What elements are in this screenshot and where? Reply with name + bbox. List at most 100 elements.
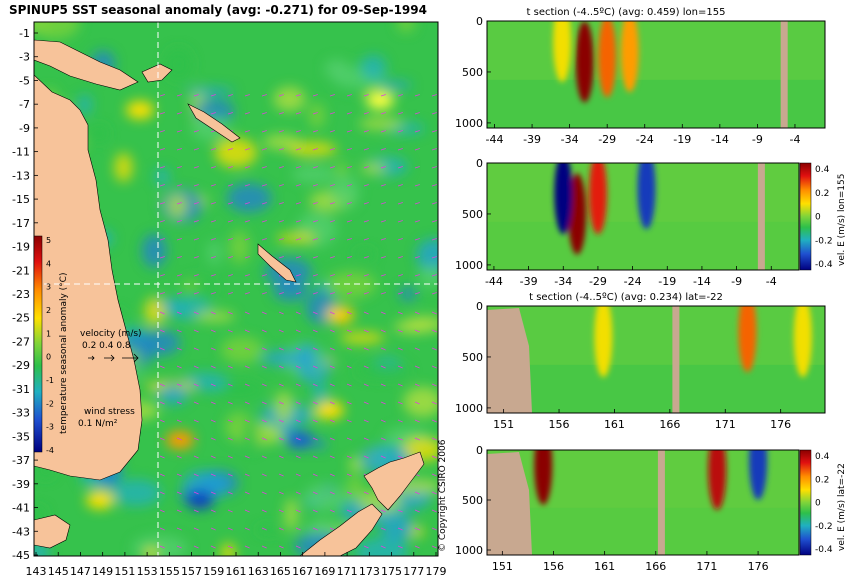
section-colorbar-tick-label: 0 (815, 213, 821, 223)
velocity-arrow (380, 130, 386, 133)
velocity-arrow (227, 292, 233, 295)
velocity-arrow (346, 473, 352, 477)
map-y-tick-label: -35 (12, 430, 30, 443)
velocity-arrow (295, 311, 301, 315)
velocity-arrow (431, 509, 437, 513)
velocity-arrow (346, 509, 352, 513)
velocity-arrow (227, 220, 233, 223)
anomaly-patch (297, 342, 317, 377)
velocity-arrow (363, 220, 369, 223)
map-y-tick-label: -1 (19, 27, 30, 40)
velocity-arrow (312, 491, 318, 495)
section-x-tick-label: -9 (731, 275, 742, 288)
velocity-arrow (397, 184, 403, 187)
velocity-arrow (278, 292, 284, 295)
velocity-arrow (244, 473, 250, 477)
velocity-arrow (159, 184, 165, 187)
velocity-arrow (431, 94, 437, 97)
velocity-arrow (312, 166, 318, 169)
section-x-tick-label: 156 (543, 560, 564, 573)
velocity-arrow (295, 329, 301, 333)
velocity-arrow (414, 94, 420, 97)
velocity-arrow (329, 202, 335, 205)
velocity-arrow (193, 184, 199, 187)
map-y-tick-label: -15 (12, 193, 30, 206)
anomaly-patch (229, 230, 250, 264)
velocity-arrow (227, 238, 233, 241)
velocity-arrow (193, 292, 199, 295)
velocity-arrow (414, 184, 420, 187)
velocity-arrow (380, 545, 386, 549)
velocity-arrow (380, 148, 386, 151)
velocity-arrow (176, 455, 182, 459)
velocity-arrow (431, 202, 437, 205)
velocity-arrow (227, 184, 233, 187)
map-y-tick-label: -41 (12, 502, 30, 515)
map-y-tick-label: -45 (12, 549, 30, 562)
velocity-arrow (244, 329, 250, 333)
velocity-arrow (346, 455, 352, 459)
velocity-arrow (329, 365, 335, 369)
velocity-arrow (176, 220, 182, 223)
velocity-arrow (261, 509, 267, 513)
velocity-arrow (431, 365, 437, 369)
velocity-arrow (176, 545, 182, 549)
velocity-arrow (397, 365, 403, 369)
section-y-tick-label: 500 (462, 351, 483, 364)
velocity-arrow (329, 329, 335, 333)
velocity-arrow (227, 473, 233, 477)
velocity-arrow (159, 238, 165, 241)
velocity-arrow (295, 365, 301, 369)
tasmania-land (34, 514, 71, 549)
velocity-arrow (431, 274, 437, 277)
map-x-tick-label: 179 (426, 565, 447, 578)
velocity-arrow (278, 238, 284, 241)
colorbar-ticks: 5 4 3 2 1 0 -1 -2 -3 -4 (46, 236, 54, 455)
velocity-arrow (346, 220, 352, 223)
anomaly-patch (166, 193, 188, 219)
velocity-arrow (159, 292, 165, 295)
velocity-arrow (363, 94, 369, 97)
velocity-arrow (431, 473, 437, 477)
anomaly-patch (313, 438, 327, 450)
velocity-arrow (346, 365, 352, 369)
velocity-arrow (431, 311, 437, 315)
velocity-arrow (193, 419, 199, 423)
map-panel: SPINUP5 SST seasonal anomaly (avg: -0.27… (9, 3, 448, 578)
section-colorbar-tick-label: 0.4 (815, 452, 830, 462)
velocity-arrow (210, 527, 216, 531)
anomaly-patch (324, 59, 350, 79)
velocity-arrow (397, 148, 403, 151)
velocity-arrow (210, 437, 216, 441)
velocity-arrow (397, 347, 403, 351)
section-x-tick-label: 166 (659, 418, 680, 431)
velocity-arrow (414, 202, 420, 205)
velocity-arrow (431, 112, 437, 115)
velocity-arrow (176, 184, 182, 187)
section-hotspot (620, 21, 639, 93)
colorbar-tick-label: -2 (46, 399, 54, 408)
velocity-arrow (244, 545, 250, 549)
velocity-arrow (176, 401, 182, 405)
velocity-legend-scale: 0.2 0.4 0.8 (82, 341, 131, 351)
velocity-arrow (329, 473, 335, 477)
anomaly-patch (284, 497, 298, 532)
velocity-arrow (261, 311, 267, 315)
anomaly-patch (164, 47, 193, 81)
velocity-arrow (176, 419, 182, 423)
section-hotspot (534, 450, 553, 505)
velocity-arrow (244, 509, 250, 513)
section-hotspot (598, 21, 617, 98)
velocity-arrow (227, 202, 233, 205)
map-x-tick-label: 165 (270, 565, 291, 578)
anomaly-patch (144, 297, 166, 326)
velocity-arrow (227, 401, 233, 405)
velocity-arrow (295, 256, 301, 259)
velocity-arrow (329, 311, 335, 315)
velocity-arrow (431, 130, 437, 133)
section-y-tick-label: 500 (462, 66, 483, 79)
velocity-arrow (193, 148, 199, 151)
velocity-arrow (380, 112, 386, 115)
map-x-tick-label: 151 (114, 565, 135, 578)
velocity-arrow (193, 220, 199, 223)
